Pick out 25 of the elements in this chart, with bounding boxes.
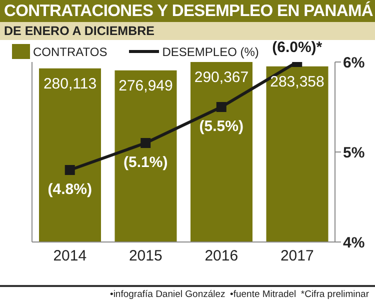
- chart-subtitle: DE ENERO A DICIEMBRE: [0, 22, 375, 40]
- x-tick-label: 2017: [280, 248, 314, 265]
- legend-label: CONTRATOS: [33, 44, 108, 58]
- data-label: 290,367: [194, 69, 249, 86]
- text: *Cifra preliminar: [300, 288, 369, 302]
- chart-title: CONTRATACIONES Y DESEMPLEO EN PANAMÁ: [0, 0, 375, 22]
- point: [140, 138, 151, 148]
- data-label: 276,949: [118, 77, 173, 94]
- y2-tick-label: 4%: [343, 234, 365, 252]
- x-tick-label: 2015: [128, 248, 162, 265]
- y2-tick-label: 6%: [343, 54, 365, 72]
- text: •infografía Daniel González: [110, 288, 226, 302]
- data-label: (5.1%): [124, 154, 168, 171]
- data-label: 283,358: [270, 73, 324, 90]
- point: [64, 165, 75, 175]
- point: [216, 102, 226, 112]
- x-tick-label: 2014: [53, 248, 87, 265]
- y2-tick-label: 5%: [343, 144, 365, 162]
- data-label: 280,113: [43, 75, 97, 92]
- data-label: (4.8%): [48, 181, 92, 198]
- x-tick-label: 2016: [204, 248, 238, 265]
- data-label: (5.5%): [199, 118, 244, 135]
- text: •fuente Mitradel: [230, 288, 296, 302]
- legend-label: DESEMPLEO (%): [162, 44, 259, 58]
- data-label: (6.0%)*: [272, 39, 322, 56]
